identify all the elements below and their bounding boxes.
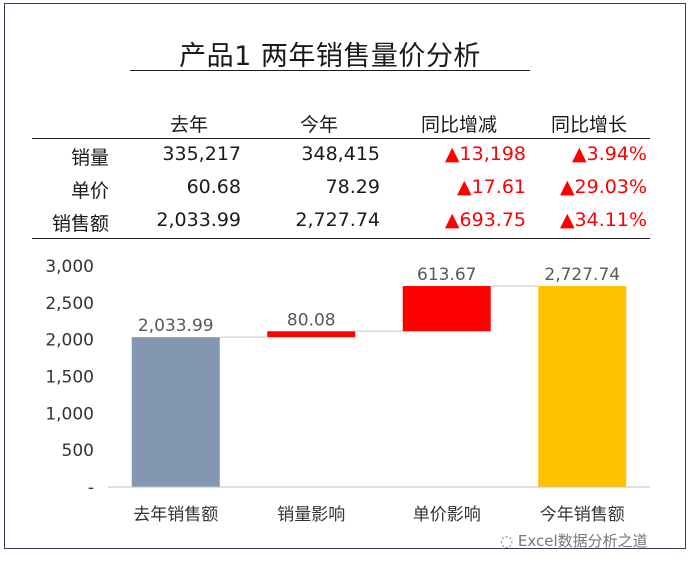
cell-growth: ▲29.03% — [559, 176, 647, 198]
cell-growth: ▲3.94% — [572, 143, 647, 165]
data-label: 80.08 — [287, 310, 336, 330]
table-rule-top — [32, 138, 650, 139]
x-tick-label: 去年销售额 — [133, 505, 218, 525]
title-underline — [130, 70, 530, 71]
cell-growth: ▲34.11% — [559, 209, 647, 231]
bar — [131, 337, 220, 487]
cell-this-year: 2,727.74 — [295, 209, 380, 231]
data-label: 2,727.74 — [544, 265, 620, 285]
x-tick-label: 今年销售额 — [540, 505, 625, 525]
table-row: 销售额 2,033.99 2,727.74 ▲693.75 ▲34.11% — [32, 207, 652, 237]
data-label: 613.67 — [417, 265, 476, 285]
y-tick-label: 1,000 — [45, 404, 94, 424]
data-label: 2,033.99 — [138, 316, 214, 336]
cell-diff: ▲17.61 — [456, 176, 526, 198]
x-axis: 去年销售额 销量影响 单价影响 今年销售额 — [108, 486, 650, 525]
y-tick-label: 500 — [62, 441, 94, 461]
table-header-row: 去年 今年 同比增减 同比增长 — [32, 108, 652, 138]
y-tick-label: - — [88, 478, 94, 498]
cell-last-year: 60.68 — [186, 176, 241, 198]
y-tick-label: 1,500 — [45, 368, 94, 388]
cell-diff: ▲13,198 — [444, 143, 526, 165]
row-label: 销售额 — [51, 213, 109, 235]
table-row: 单价 60.68 78.29 ▲17.61 ▲29.03% — [32, 174, 652, 204]
header-last-year: 去年 — [170, 114, 209, 136]
watermark-text: Excel数据分析之道 — [517, 532, 648, 550]
bar — [538, 286, 627, 487]
bar — [267, 331, 356, 338]
header-growth: 同比增长 — [551, 114, 628, 136]
wechat-icon: ◌ — [500, 532, 514, 550]
chart-title: 产品1 两年销售量价分析 — [179, 41, 481, 72]
y-axis: - 500 1,000 1,500 2,000 2,500 3,000 — [45, 257, 94, 498]
cell-this-year: 78.29 — [325, 176, 380, 198]
header-diff: 同比增减 — [421, 114, 498, 136]
data-labels: 2,033.99 80.08 613.67 2,727.74 — [138, 265, 620, 336]
table-rule-bottom — [32, 238, 650, 239]
cell-diff: ▲693.75 — [444, 209, 526, 231]
cell-last-year: 2,033.99 — [156, 209, 241, 231]
bars — [131, 286, 627, 487]
header-this-year: 今年 — [300, 114, 339, 136]
x-tick-label: 销量影响 — [277, 505, 345, 525]
table-row: 销量 335,217 348,415 ▲13,198 ▲3.94% — [32, 141, 652, 171]
y-tick-label: 2,000 — [45, 331, 94, 351]
row-label: 单价 — [70, 180, 109, 202]
row-label: 销量 — [70, 147, 109, 169]
connectors — [219, 285, 539, 338]
cell-this-year: 348,415 — [301, 143, 380, 165]
bar — [402, 286, 491, 332]
y-tick-label: 3,000 — [45, 257, 94, 277]
x-tick-label: 单价影响 — [413, 505, 481, 525]
y-tick-label: 2,500 — [45, 294, 94, 314]
cell-last-year: 335,217 — [162, 143, 241, 165]
watermark: ◌ Excel数据分析之道 — [500, 530, 648, 551]
